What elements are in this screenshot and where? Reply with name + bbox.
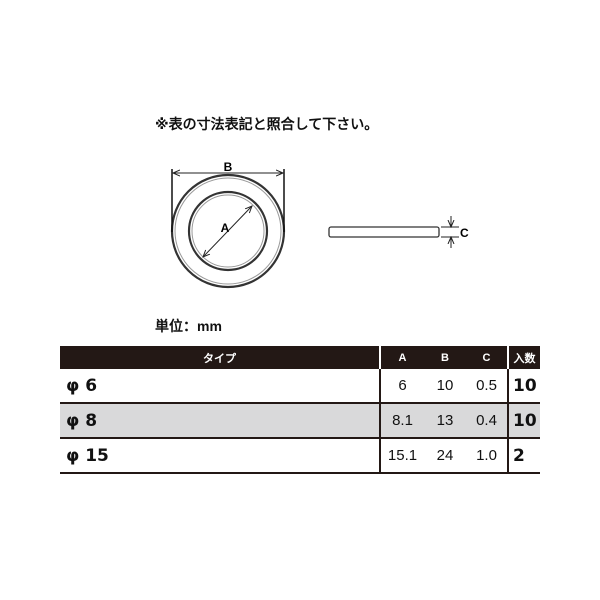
spec-table: タイプ A B C 入数 φ 6 6 10 0.5 10 φ 8 8.1 13 … xyxy=(60,346,540,474)
washer-diagram: B A C xyxy=(170,160,469,289)
instruction-note: ※表の寸法表記と照合して下さい。 xyxy=(155,116,379,132)
cell-a: 15.1 xyxy=(379,438,424,474)
header-qty: 入数 xyxy=(507,346,540,369)
washer-front-view: B A xyxy=(170,160,286,289)
table-row: φ 15 15.1 24 1.0 2 xyxy=(60,438,540,474)
cell-qty: 10 xyxy=(507,403,540,439)
dimension-a-arrow xyxy=(203,206,252,257)
header-a: A xyxy=(379,346,424,369)
header-b: B xyxy=(424,346,466,369)
cell-a: 8.1 xyxy=(379,403,424,439)
washer-side-view: C xyxy=(328,216,469,248)
cell-type: φ 15 xyxy=(60,438,380,474)
cell-c: 1.0 xyxy=(466,438,508,474)
cell-type: φ 6 xyxy=(60,369,380,404)
header-c: C xyxy=(466,346,508,369)
cell-b: 24 xyxy=(424,438,466,474)
cell-qty: 10 xyxy=(507,369,540,404)
cell-a: 6 xyxy=(379,369,424,404)
cell-type: φ 8 xyxy=(60,403,380,439)
label-c: C xyxy=(460,226,469,240)
table-row: φ 8 8.1 13 0.4 10 xyxy=(60,403,540,439)
unit-label: 単位：mm xyxy=(155,318,222,334)
cell-b: 10 xyxy=(424,369,466,404)
cell-c: 0.4 xyxy=(466,403,508,439)
header-type: タイプ xyxy=(60,346,380,369)
cell-c: 0.5 xyxy=(466,369,508,404)
table-row: φ 6 6 10 0.5 10 xyxy=(60,369,540,404)
label-a: A xyxy=(221,221,230,235)
cell-b: 13 xyxy=(424,403,466,439)
label-b: B xyxy=(224,160,233,174)
table-header: タイプ A B C 入数 xyxy=(60,346,540,369)
cell-qty: 2 xyxy=(507,438,540,474)
